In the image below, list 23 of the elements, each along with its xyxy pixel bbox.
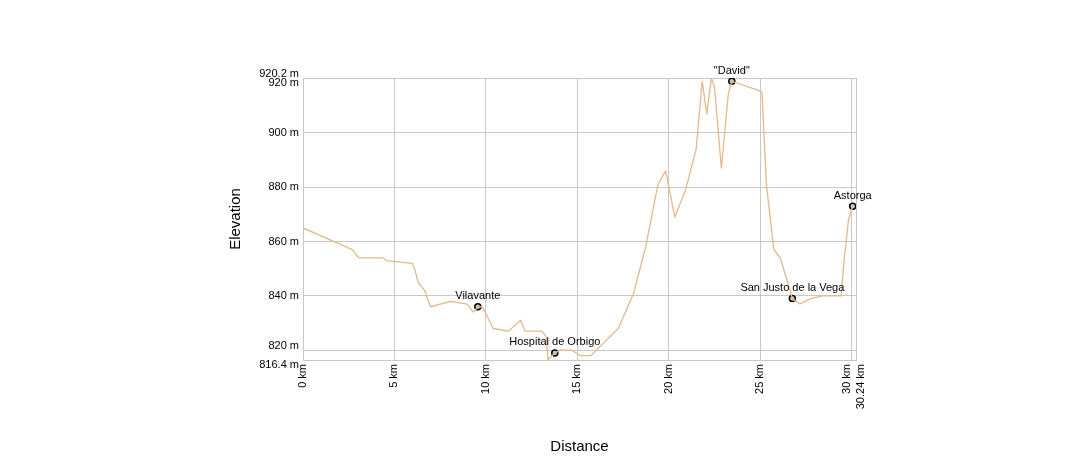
y-tick-label: 920 m	[268, 76, 299, 89]
y-tick-label: 880 m	[268, 180, 299, 193]
annotation: Hospital de Orbigo	[509, 335, 601, 348]
x-tick-label: 30.24 km	[853, 364, 866, 410]
annotation: "David"	[713, 63, 750, 76]
y-tick-label: 860 m	[268, 234, 299, 247]
x-axis-title: Distance	[550, 437, 609, 455]
y-tick-label: 900 m	[268, 125, 299, 138]
annotation: Astorga	[833, 188, 873, 201]
x-tick-label: 30 km	[840, 364, 853, 394]
annotation: Vilavante	[455, 289, 501, 302]
x-tick-label: 5 km	[387, 364, 400, 388]
x-tick-label: 20 km	[661, 364, 674, 394]
y-tick-label: 920.2 m	[259, 66, 299, 79]
y-tick-label: 816.4 m	[259, 357, 299, 370]
x-tick-label: 0 km	[296, 364, 309, 388]
y-tick-label: 840 m	[268, 288, 299, 301]
y-axis-title: Elevation	[226, 188, 244, 250]
x-tick-label: 25 km	[753, 364, 766, 394]
y-tick-label: 820 m	[268, 338, 299, 351]
x-tick-label: 15 km	[570, 364, 583, 394]
x-tick-label: 10 km	[478, 364, 491, 394]
annotation: San Justo de la Vega	[740, 281, 846, 294]
